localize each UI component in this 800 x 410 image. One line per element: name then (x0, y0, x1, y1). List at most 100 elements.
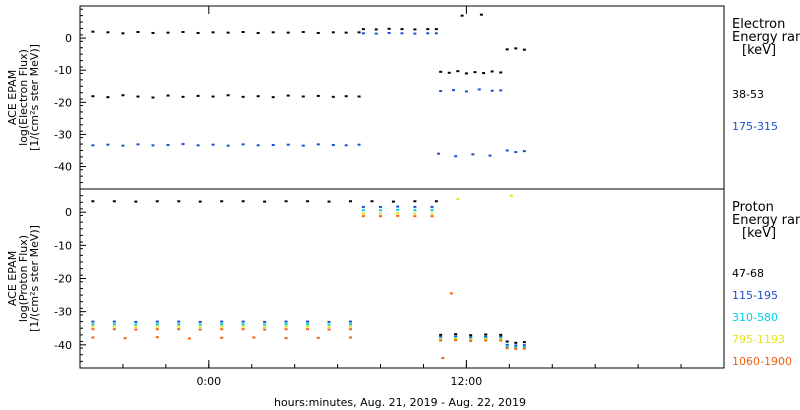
electron-point-38-53 (151, 96, 155, 99)
proton-point-47-68 (177, 200, 181, 203)
xtick-label: 12:00 (451, 375, 483, 388)
proton-point-1060-1900 (316, 336, 320, 339)
proton-point-115-195 (263, 320, 267, 323)
electron-point-38-53 (226, 94, 230, 97)
proton-point-310-580 (284, 323, 288, 326)
proton-point-47-68 (198, 200, 202, 203)
proton-point-1060-1900 (454, 339, 458, 342)
electron-point-175-315 (331, 144, 335, 147)
proton-point-310-580 (198, 323, 202, 326)
proton-point-1060-1900 (484, 339, 488, 342)
proton-point-47-68 (241, 200, 245, 203)
proton-point-1060-1900 (361, 215, 365, 218)
proton-point-310-580 (241, 323, 245, 326)
proton-point-115-195 (361, 205, 365, 208)
proton-point-47-68 (454, 333, 458, 336)
proton-point-115-195 (514, 344, 518, 347)
electron-point-38-53 (505, 48, 509, 51)
proton-point-310-580 (177, 323, 181, 326)
proton-point-47-68 (439, 333, 443, 336)
proton-point-115-195 (306, 320, 310, 323)
electron-point-38-53 (166, 31, 170, 34)
electron-point-38-53 (241, 31, 245, 34)
proton-point-1060-1900 (284, 337, 288, 340)
proton-point-115-195 (155, 320, 159, 323)
electron-ytick-label: 0 (65, 32, 72, 45)
proton-point-115-195 (379, 205, 383, 208)
electron-point-38-53 (514, 47, 518, 50)
electron-ytick-label: -40 (54, 161, 72, 174)
proton-point-1060-1900 (123, 337, 127, 340)
proton-point-310-580 (396, 208, 400, 211)
proton-point-310-580 (112, 323, 116, 326)
electron-point-175-315 (211, 143, 215, 146)
proton-point-795-1193 (509, 194, 513, 197)
proton-point-1060-1900 (284, 328, 288, 331)
proton-point-310-580 (379, 209, 383, 212)
proton-point-795-1193 (198, 325, 202, 328)
proton-point-115-195 (241, 320, 245, 323)
electron-point-175-315 (136, 143, 140, 146)
electron-point-175-315 (361, 32, 365, 35)
proton-point-115-195 (134, 320, 138, 323)
proton-point-1060-1900 (220, 336, 224, 339)
electron-point-38-53 (357, 31, 361, 34)
electron-point-175-315 (490, 89, 494, 92)
proton-point-795-1193 (284, 325, 288, 328)
electron-point-38-53 (166, 94, 170, 97)
proton-point-795-1193 (91, 325, 95, 328)
electron-point-175-315 (514, 151, 518, 154)
proton-point-1060-1900 (263, 328, 267, 331)
proton-point-1060-1900 (348, 328, 352, 331)
proton-point-1060-1900 (441, 357, 445, 360)
proton-point-47-68 (284, 200, 288, 203)
proton-legend-entry: 310-580 (732, 311, 778, 324)
proton-point-1060-1900 (198, 328, 202, 331)
electron-point-38-53 (271, 31, 275, 34)
electron-point-38-53 (91, 30, 95, 33)
electron-legend-entry: 38-53 (732, 88, 764, 101)
electron-point-38-53 (387, 27, 391, 30)
proton-point-1060-1900 (449, 292, 453, 295)
electron-point-38-53 (361, 28, 365, 31)
electron-point-38-53 (286, 31, 290, 34)
electron-point-38-53 (374, 28, 378, 31)
electron-point-175-315 (357, 143, 361, 146)
proton-legend-title-line: Energy ran (732, 213, 800, 228)
electron-point-175-315 (166, 144, 170, 147)
proton-point-115-195 (112, 320, 116, 323)
proton-point-1060-1900 (306, 328, 310, 331)
proton-point-47-68 (391, 200, 395, 203)
proton-ytick-label: -20 (54, 273, 72, 286)
electron-point-38-53 (460, 14, 464, 17)
proton-point-1060-1900 (177, 328, 181, 331)
electron-point-175-315 (151, 144, 155, 147)
electron-point-175-315 (477, 88, 481, 91)
proton-point-795-1193 (454, 337, 458, 340)
proton-point-47-68 (220, 200, 224, 203)
proton-legend-entry: 115-195 (732, 289, 778, 302)
proton-point-1060-1900 (91, 328, 95, 331)
electron-point-38-53 (490, 70, 494, 73)
proton-point-310-580 (361, 209, 365, 212)
electron-point-38-53 (181, 31, 185, 34)
proton-ytick-label: -10 (54, 239, 72, 252)
proton-point-795-1193 (439, 338, 443, 341)
proton-point-310-580 (220, 323, 224, 326)
electron-point-175-315 (91, 144, 95, 147)
proton-point-310-580 (348, 323, 352, 326)
electron-legend-title-line: [keV] (742, 43, 776, 58)
proton-point-115-195 (348, 320, 352, 323)
electron-point-175-315 (434, 32, 438, 35)
proton-point-1060-1900 (499, 339, 503, 342)
proton-point-115-195 (454, 335, 458, 338)
electron-point-38-53 (499, 71, 503, 74)
proton-point-47-68 (505, 340, 509, 343)
proton-point-1060-1900 (220, 328, 224, 331)
proton-point-795-1193 (220, 325, 224, 328)
electron-point-175-315 (181, 143, 185, 146)
proton-point-115-195 (430, 205, 434, 208)
proton-legend-title-line: [keV] (742, 226, 776, 241)
electron-point-38-53 (196, 31, 200, 34)
